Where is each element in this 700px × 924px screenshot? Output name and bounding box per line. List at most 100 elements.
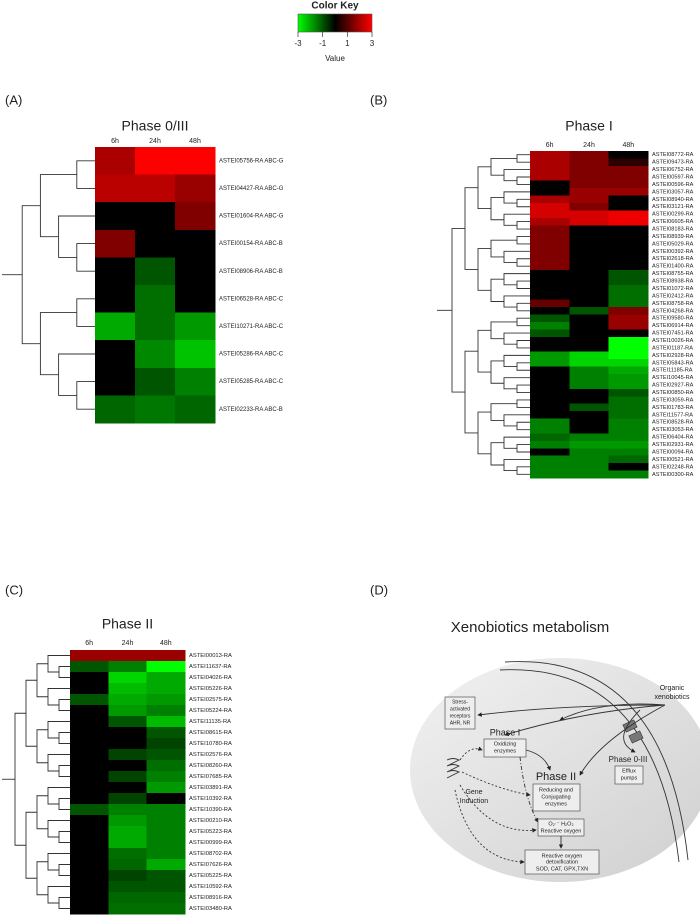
heatmap-cell bbox=[569, 388, 609, 397]
row-label: ASTEI08702-RA bbox=[189, 851, 232, 857]
heatmap-cell bbox=[608, 351, 649, 360]
heatmap-cell bbox=[569, 373, 609, 382]
heatmap-cell bbox=[569, 455, 609, 464]
heatmap-cell bbox=[608, 151, 649, 159]
label: Induction bbox=[460, 798, 489, 805]
dendrogram bbox=[490, 196, 504, 221]
dendrogram bbox=[36, 861, 48, 896]
heatmap-cell bbox=[70, 749, 109, 761]
heatmap-cell bbox=[530, 277, 570, 286]
heatmap-cell bbox=[608, 158, 649, 167]
panel-label: (B) bbox=[370, 92, 387, 107]
heatmap-cell bbox=[608, 344, 649, 352]
row-label: ASTEI10390-RA bbox=[189, 807, 232, 813]
dendrogram bbox=[58, 897, 70, 909]
heatmap-cell bbox=[608, 403, 649, 412]
heatmap-cell bbox=[108, 782, 147, 794]
dendrogram bbox=[516, 317, 530, 327]
heatmap-cell bbox=[70, 815, 109, 827]
box bbox=[614, 765, 644, 785]
heatmap-cell bbox=[108, 672, 147, 684]
chart-title: Phase II bbox=[102, 616, 153, 632]
heatmap-cell bbox=[70, 661, 109, 673]
heatmap-cell bbox=[530, 344, 570, 352]
dendrogram bbox=[58, 831, 70, 843]
heatmap-cell bbox=[146, 749, 186, 761]
arrow bbox=[525, 749, 551, 771]
heatmap-cell bbox=[70, 903, 109, 915]
row-label: ASTEI06605-RA bbox=[652, 219, 694, 225]
heatmap-cell bbox=[108, 716, 147, 728]
heatmap-cell bbox=[530, 255, 570, 263]
heatmap-cell bbox=[70, 837, 109, 849]
heatmap-cell bbox=[569, 359, 609, 367]
heatmap-cell bbox=[70, 738, 109, 750]
label: Phase I bbox=[490, 727, 521, 737]
heatmap-cell bbox=[608, 388, 649, 397]
row-label: ASTEI11185-RA bbox=[652, 368, 693, 374]
heatmap-cell bbox=[608, 262, 649, 271]
row-label: ASTEI04427-RA ABC-G bbox=[219, 186, 284, 192]
row-label: ASTEI02248-RA bbox=[652, 464, 694, 470]
heatmap-cell bbox=[530, 151, 570, 159]
heatmap-cell bbox=[70, 727, 109, 739]
row-label: ASTEI03891-RA bbox=[189, 785, 232, 791]
diagram: Xenobiotics metabolism Organic xenobioti… bbox=[410, 619, 700, 882]
row-label: ASTEI10780-RA bbox=[189, 741, 232, 747]
row-label: ASTEI01783-RA bbox=[652, 405, 694, 411]
dendrogram bbox=[25, 679, 37, 747]
heatmap-cell bbox=[135, 174, 176, 203]
heatmap-cell bbox=[108, 804, 147, 816]
heatmap-cell bbox=[569, 396, 609, 404]
heatmap-cell bbox=[95, 312, 136, 341]
heatmap-cell bbox=[70, 892, 109, 904]
row-label: ASTEI01604-RA ABC-G bbox=[219, 214, 284, 220]
label: AHR, NR bbox=[450, 720, 471, 726]
heatmap-cell bbox=[569, 240, 609, 248]
heatmap-cell bbox=[135, 202, 176, 231]
heatmap-cell bbox=[135, 395, 176, 424]
heatmap-cell bbox=[569, 203, 609, 211]
dendrogram bbox=[58, 864, 70, 876]
row-label: ASTEI06752-RA bbox=[652, 167, 694, 173]
heatmap-cell bbox=[608, 396, 649, 404]
row-label: ASTEI00013-RA bbox=[189, 653, 232, 659]
heatmap-cell bbox=[108, 771, 147, 783]
dendrogram bbox=[477, 166, 491, 210]
dendrogram bbox=[516, 444, 530, 453]
dendrogram bbox=[14, 712, 26, 846]
heatmap-cell bbox=[175, 147, 216, 175]
dendrogram bbox=[516, 421, 530, 431]
row-label: ASTEI00521-RA bbox=[652, 457, 694, 463]
heatmap-cell bbox=[569, 411, 609, 419]
label: Organic bbox=[660, 685, 685, 692]
heatmap-cell bbox=[569, 344, 609, 352]
row-label: ASTEI02575-RA bbox=[189, 697, 232, 703]
heatmap-cell bbox=[530, 433, 570, 442]
arrow bbox=[559, 703, 666, 721]
heatmap-cell bbox=[530, 217, 570, 226]
heatmap-cell bbox=[108, 738, 147, 750]
heatmap-cell bbox=[608, 203, 649, 211]
row-label: ASTEI04268-RA bbox=[652, 308, 694, 314]
heatmap-cell bbox=[146, 881, 186, 893]
dendrogram bbox=[76, 243, 95, 272]
heatmap-cell bbox=[530, 165, 570, 174]
row-label: ASTEI02412-RA bbox=[652, 293, 694, 299]
row-label: ASTEI07451-RA bbox=[652, 331, 694, 337]
heatmap-cell bbox=[530, 381, 570, 390]
heatmap-cell bbox=[146, 661, 186, 673]
heatmap-cell bbox=[146, 716, 186, 728]
dendrogram bbox=[477, 411, 491, 455]
heatmap-cell bbox=[135, 147, 176, 175]
heatmap-cell bbox=[530, 411, 570, 419]
heatmap-cell bbox=[608, 381, 649, 390]
heatmap-cell bbox=[608, 307, 649, 315]
heatmap-cell bbox=[608, 463, 649, 471]
heatmap-cell bbox=[530, 396, 570, 404]
label: activated bbox=[450, 706, 470, 712]
row-label: ASTEI05756-RA ABC-G bbox=[219, 158, 284, 164]
dendrogram bbox=[490, 442, 504, 466]
row-label: ASTEI05843-RA bbox=[652, 360, 694, 366]
heatmap-cell bbox=[135, 340, 176, 369]
